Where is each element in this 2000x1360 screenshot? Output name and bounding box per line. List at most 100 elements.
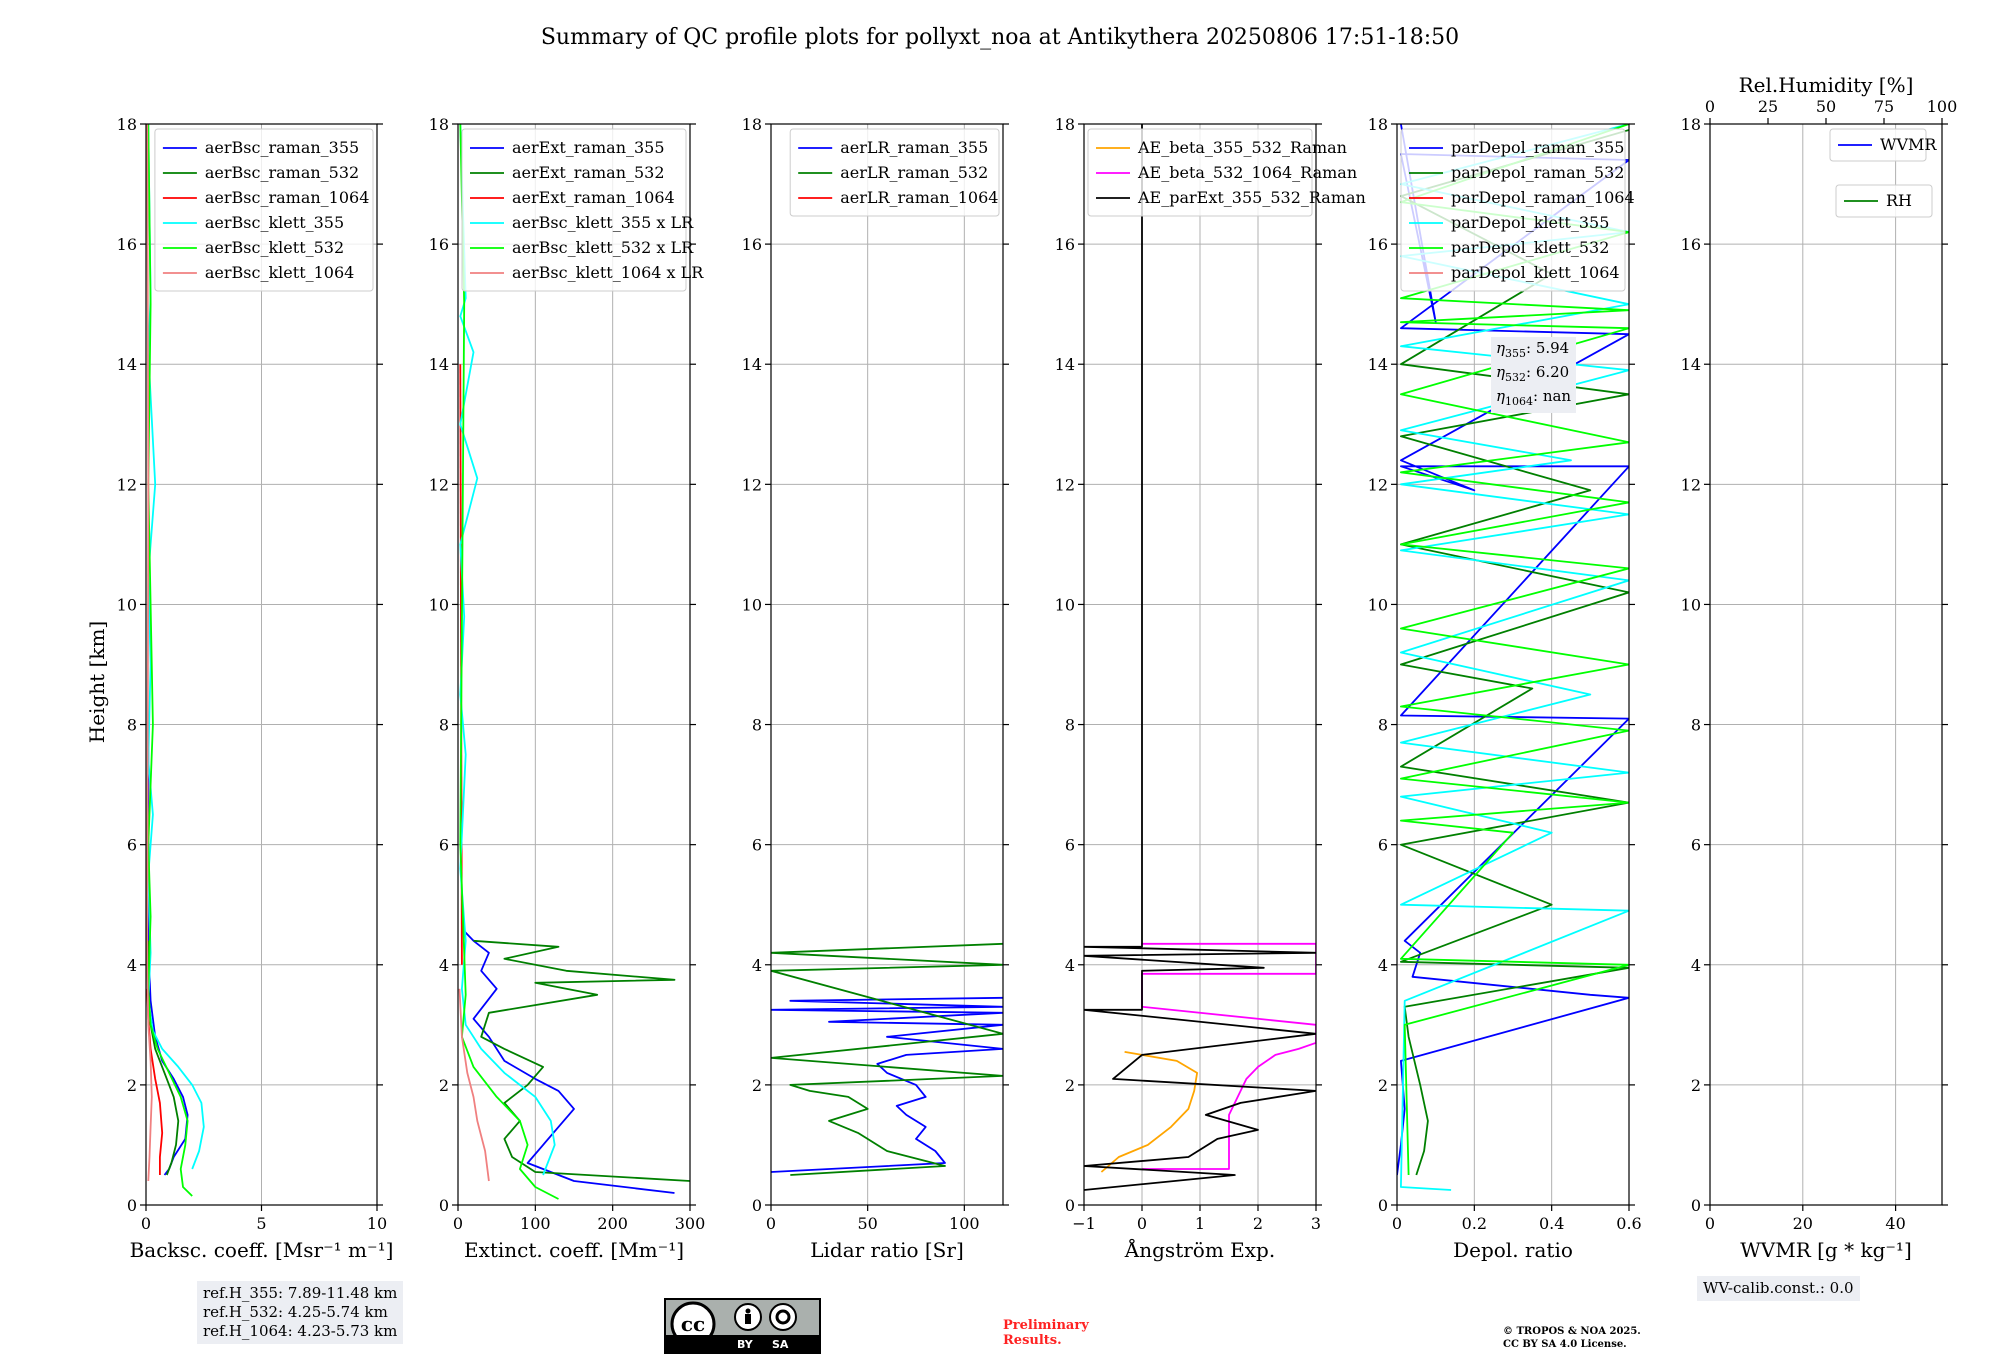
y-tick-label: 16 [742, 235, 762, 254]
y-tick-label: 8 [1378, 716, 1388, 735]
x-axis-label: WVMR [g * kg⁻¹] [1740, 1238, 1912, 1262]
panel-depolarization: 0 2 4 6 8 10 12 14 16 18 0 0.2 0.4 0.6 Depol. ratio par… [1368, 115, 1642, 1262]
series-line-ae-beta-532-1064-raman [1141, 942, 1316, 1170]
y-tick-label: 18 [117, 115, 137, 134]
y-tick-label: 6 [1691, 836, 1701, 855]
legend-box [1829, 128, 1927, 162]
figure-title: Summary of QC profile plots for pollyxt_… [541, 25, 1459, 50]
eta-355: η355: 5.94 [1496, 339, 1570, 360]
x2-tick-label: 75 [1874, 97, 1894, 116]
series-group [146, 124, 205, 1197]
legend-label: RH [1886, 191, 1912, 210]
y-tick-label: 12 [1055, 475, 1075, 494]
series-group [458, 124, 690, 1200]
eta-532: η532: 6.20 [1496, 363, 1570, 384]
legend-label-aerbsc-raman-532: aerBsc_raman_532 [205, 163, 359, 182]
legend-label-aerbsc-klett-532-x-lr: aerBsc_klett_532 x LR [512, 238, 694, 257]
y-tick-label: 2 [752, 1076, 762, 1095]
sa-share-icon [769, 1303, 797, 1331]
legend: AE_beta_355_532_Raman AE_beta_532_1064_Ra… [1087, 128, 1366, 217]
y-tick-label: 16 [1368, 235, 1388, 254]
legend-label-aerlr-raman-355: aerLR_raman_355 [840, 138, 988, 157]
x-tick-label: 20 [1793, 1214, 1813, 1233]
y-tick-label: 8 [127, 716, 137, 735]
legend-label-pardepol-klett-355: parDepol_klett_355 [1451, 213, 1609, 232]
x-tick-label: 3 [1311, 1214, 1321, 1233]
legend-label-ae-parext-355-532-raman: AE_parExt_355_532_Raman [1137, 188, 1366, 207]
legend-label-pardepol-klett-532: parDepol_klett_532 [1451, 238, 1609, 257]
y-tick-label: 10 [117, 595, 137, 614]
y-tick-label: 2 [1065, 1076, 1075, 1095]
legend-label-aerbsc-klett-1064-x-lr: aerBsc_klett_1064 x LR [512, 263, 704, 282]
y-tick-label: 10 [429, 595, 449, 614]
ref-height-532: ref.H_532: 4.25-5.74 km [203, 1303, 388, 1321]
y-tick-label: 10 [1055, 595, 1075, 614]
x-tick-label: 0.6 [1616, 1214, 1641, 1233]
x-tick-label: 0 [453, 1214, 463, 1233]
x2-tick-label: 50 [1816, 97, 1836, 116]
axes-frame [457, 123, 691, 1206]
x2-tick-label: 0 [1705, 97, 1715, 116]
ref-height-355: ref.H_355: 7.89-11.48 km [203, 1284, 398, 1302]
series-line-aerbsc-klett-1064-x-lr [458, 988, 490, 1182]
y-tick-label: 8 [439, 716, 449, 735]
y-tick-label: 4 [752, 956, 762, 975]
y-tick-label: 8 [1065, 716, 1075, 735]
series-line-aerbsc-klett-532 [147, 124, 193, 1197]
series-line-aerbsc-klett-355-x-lr [459, 124, 556, 1176]
legend-label-aerlr-raman-532: aerLR_raman_532 [840, 163, 988, 182]
panel-backscatter: 0 2 4 6 8 10 12 14 16 18 0 5 10 Backsc. coeff. [Msr⁻¹… [117, 115, 394, 1262]
y-tick-label: 8 [752, 716, 762, 735]
series-line-aerext-raman-355 [461, 928, 675, 1194]
y-tick-label: 2 [1691, 1076, 1701, 1095]
ref-height-1064: ref.H_1064: 4.23-5.73 km [203, 1322, 398, 1340]
series-line-ae-parext-355-532-raman [1084, 124, 1316, 1191]
y-tick-label: 2 [439, 1076, 449, 1095]
legend-label-aerext-raman-355: aerExt_raman_355 [512, 138, 665, 157]
x-tick-label: 0 [1392, 1214, 1402, 1233]
series-line-aerlr-raman-355 [771, 996, 1003, 1173]
preliminary-line-1: Preliminary [1003, 1318, 1089, 1333]
y-tick-label: 12 [1681, 475, 1701, 494]
y-tick-label: 14 [429, 355, 449, 374]
legend-box [461, 128, 687, 292]
x2-tick-label: 25 [1758, 97, 1778, 116]
legend-box [789, 128, 1000, 217]
series-group [771, 942, 1003, 1176]
legend-label-pardepol-klett-1064: parDepol_klett_1064 [1451, 263, 1620, 282]
x-tick-label: 0 [766, 1214, 776, 1233]
legend-box [154, 128, 374, 292]
x-tick-label: 50 [857, 1214, 877, 1233]
y-tick-label: 0 [127, 1196, 137, 1215]
legend-rh: RH [1835, 184, 1933, 218]
y-tick-label: 12 [1368, 475, 1388, 494]
series-line-aerbsc-raman-355 [147, 724, 189, 1176]
y-tick-label: 18 [1368, 115, 1388, 134]
y-tick-label: 4 [1065, 956, 1075, 975]
y-tick-label: 16 [429, 235, 449, 254]
legend-label-aerbsc-raman-1064: aerBsc_raman_1064 [205, 188, 370, 207]
reference-heights-box: ref.H_355: 7.89-11.48 km ref.H_532: 4.25… [197, 1281, 404, 1344]
axes-frame [770, 123, 1004, 1206]
x-axis-label: Depol. ratio [1453, 1238, 1573, 1262]
y-tick-label: 14 [117, 355, 137, 374]
y-tick-label: 6 [1065, 836, 1075, 855]
y-tick-label: 14 [1681, 355, 1701, 374]
legend-label-ae-beta-355-532-raman: AE_beta_355_532_Raman [1137, 138, 1347, 157]
x-tick-label: 40 [1885, 1214, 1905, 1233]
x2-axis-label: Rel.Humidity [%] [1739, 73, 1914, 97]
y-tick-label: 12 [117, 475, 137, 494]
y-tick-label: 14 [1055, 355, 1075, 374]
y-tick-label: 10 [742, 595, 762, 614]
series-line-ae-beta-355-532-raman [1100, 1051, 1198, 1173]
y-tick-label: 16 [1681, 235, 1701, 254]
y-tick-label: 2 [127, 1076, 137, 1095]
legend-label-aerext-raman-1064: aerExt_raman_1064 [512, 188, 675, 207]
y-tick-label: 0 [1691, 1196, 1701, 1215]
y-tick-label: 6 [752, 836, 762, 855]
legend-label-pardepol-raman-355: parDepol_raman_355 [1451, 138, 1624, 157]
y-tick-label: 0 [1065, 1196, 1075, 1215]
